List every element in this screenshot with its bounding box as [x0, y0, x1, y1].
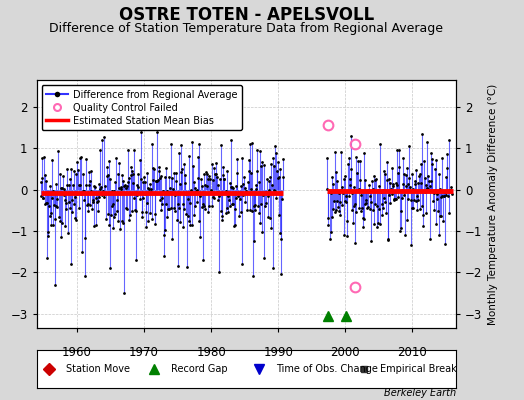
- Text: Station Move: Station Move: [66, 364, 130, 374]
- Text: 1980: 1980: [196, 346, 226, 359]
- Legend: Difference from Regional Average, Quality Control Failed, Estimated Station Mean: Difference from Regional Average, Qualit…: [41, 85, 242, 130]
- Text: 2010: 2010: [397, 346, 427, 359]
- Text: 1970: 1970: [129, 346, 159, 359]
- Text: Empirical Break: Empirical Break: [380, 364, 457, 374]
- Text: Berkeley Earth: Berkeley Earth: [384, 388, 456, 398]
- Text: Record Gap: Record Gap: [171, 364, 227, 374]
- Text: Time of Obs. Change: Time of Obs. Change: [276, 364, 377, 374]
- Text: 1990: 1990: [263, 346, 293, 359]
- Text: Difference of Station Temperature Data from Regional Average: Difference of Station Temperature Data f…: [49, 22, 443, 35]
- Text: OSTRE TOTEN - APELSVOLL: OSTRE TOTEN - APELSVOLL: [118, 6, 374, 24]
- Y-axis label: Monthly Temperature Anomaly Difference (°C): Monthly Temperature Anomaly Difference (…: [488, 83, 498, 325]
- Text: 1960: 1960: [62, 346, 92, 359]
- Text: 2000: 2000: [331, 346, 360, 359]
